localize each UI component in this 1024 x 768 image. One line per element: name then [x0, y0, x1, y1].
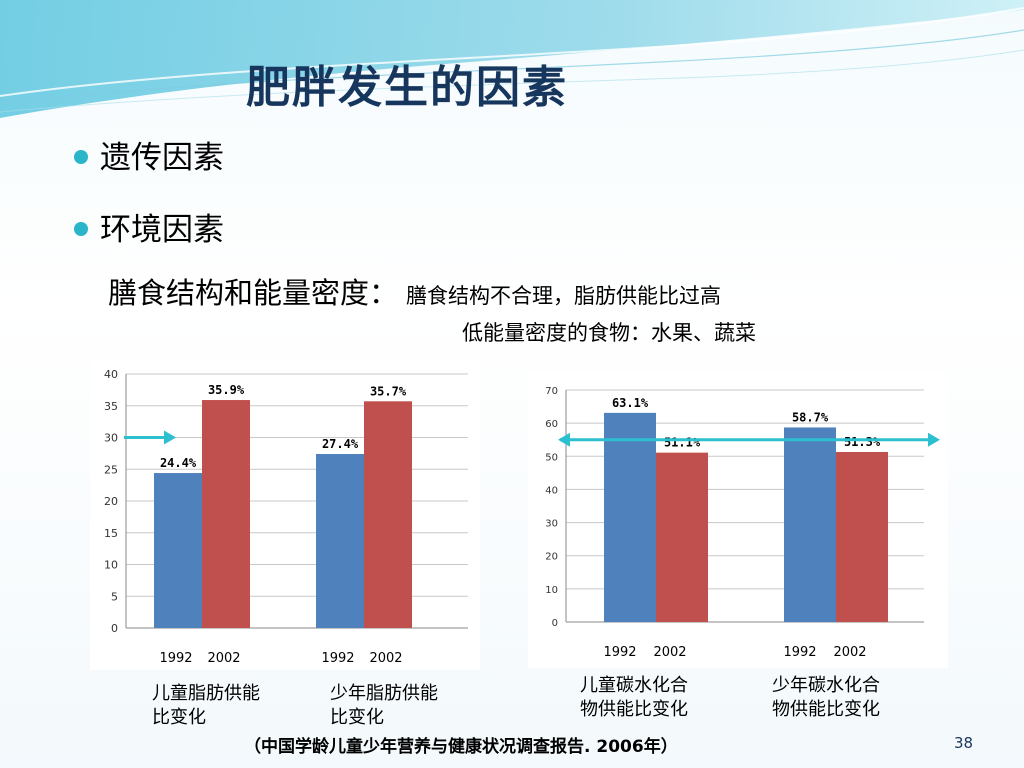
label-line: 儿童碳水化合 [580, 675, 688, 696]
year-label: 1992 [603, 645, 636, 660]
y-tick-label: 15 [104, 527, 118, 540]
y-tick-label: 25 [104, 463, 118, 476]
bar-2002 [364, 401, 412, 628]
bar-1992 [154, 473, 202, 628]
year-label: 2002 [207, 651, 240, 666]
year-label: 2002 [369, 651, 402, 666]
label-line: 物供能比变化 [772, 699, 880, 720]
chart-background [90, 360, 480, 670]
y-tick-label: 10 [545, 585, 558, 596]
label-line: 儿童脂肪供能 [152, 683, 260, 704]
fat-energy-chart: 0 5 10 15 20 25 30 35 40 24.4% 27.4% 35.9% 35.7% 1992… [90, 360, 480, 670]
chart1-category-label-1: 儿童脂肪供能 比变化 [152, 682, 260, 730]
label-line: 比变化 [330, 707, 384, 728]
y-tick-label: 70 [545, 386, 558, 397]
bar-1992 [784, 427, 836, 622]
year-label: 1992 [159, 651, 192, 666]
year-label: 1992 [321, 651, 354, 666]
reference-arrow-icon [124, 430, 176, 445]
label-line: 少年碳水化合 [772, 675, 880, 696]
data-label: 24.4% [160, 456, 197, 470]
y-tick-label: 30 [545, 519, 558, 530]
page-number: 38 [954, 734, 974, 752]
y-tick-label: 60 [545, 419, 558, 430]
data-label: 27.4% [322, 437, 359, 451]
year-label: 2002 [833, 645, 866, 660]
y-tick-label: 0 [111, 622, 118, 635]
bullet-genetic: 遗传因素 [74, 138, 224, 178]
header-wave-decoration [0, 0, 1024, 118]
data-label: 63.1% [612, 396, 649, 410]
chart2-category-label-2: 少年碳水化合 物供能比变化 [772, 674, 880, 722]
bullet-text: 环境因素 [100, 212, 224, 248]
y-tick-label: 40 [104, 368, 118, 381]
sub-detail-2: 低能量密度的食物：水果、蔬菜 [462, 321, 756, 345]
chart1-category-label-2: 少年脂肪供能 比变化 [330, 682, 438, 730]
reference-arrow-icon [558, 432, 940, 447]
year-label: 2002 [653, 645, 686, 660]
label-line: 物供能比变化 [580, 699, 688, 720]
bar-2002 [202, 400, 250, 628]
y-tick-label: 20 [545, 552, 558, 563]
label-line: 比变化 [152, 707, 206, 728]
citation: （中国学龄儿童少年营养与健康状况调查报告. 2006年） [244, 737, 678, 757]
bar-1992 [604, 412, 656, 622]
bullet-dot-icon [74, 149, 88, 164]
y-tick-label: 35 [104, 400, 118, 413]
year-label: 1992 [783, 645, 816, 660]
carb-energy-chart: 0 10 20 30 40 50 60 70 63.1% 58.7% 51.1% 51.3% 1992 2… [528, 372, 948, 668]
data-label: 51.3% [844, 435, 881, 449]
sub-heading: 膳食结构和能量密度： [108, 276, 399, 310]
label-line: 少年脂肪供能 [330, 683, 438, 704]
bar-2002 [836, 451, 888, 622]
data-label: 58.7% [792, 410, 829, 424]
bar-2002 [656, 452, 708, 622]
y-tick-label: 0 [552, 618, 558, 629]
y-tick-label: 50 [545, 452, 558, 463]
y-tick-label: 30 [104, 432, 118, 445]
bullet-text: 遗传因素 [100, 140, 224, 176]
y-tick-label: 40 [545, 485, 558, 496]
bar-1992 [316, 454, 364, 628]
data-label: 35.9% [208, 383, 245, 397]
bullet-environment: 环境因素 [74, 210, 224, 250]
chart2-category-label-1: 儿童碳水化合 物供能比变化 [580, 674, 688, 722]
y-tick-label: 10 [104, 559, 118, 572]
data-label: 51.1% [664, 436, 701, 450]
sub-point: 膳食结构和能量密度： 膳食结构不合理，脂肪供能比过高 [108, 274, 721, 315]
bullet-dot-icon [74, 221, 88, 236]
data-label: 35.7% [370, 384, 407, 398]
sub-detail: 膳食结构不合理，脂肪供能比过高 [406, 284, 722, 308]
y-tick-label: 20 [104, 495, 118, 508]
y-tick-label: 5 [111, 590, 118, 603]
slide-title: 肥胖发生的因素 [246, 62, 568, 113]
